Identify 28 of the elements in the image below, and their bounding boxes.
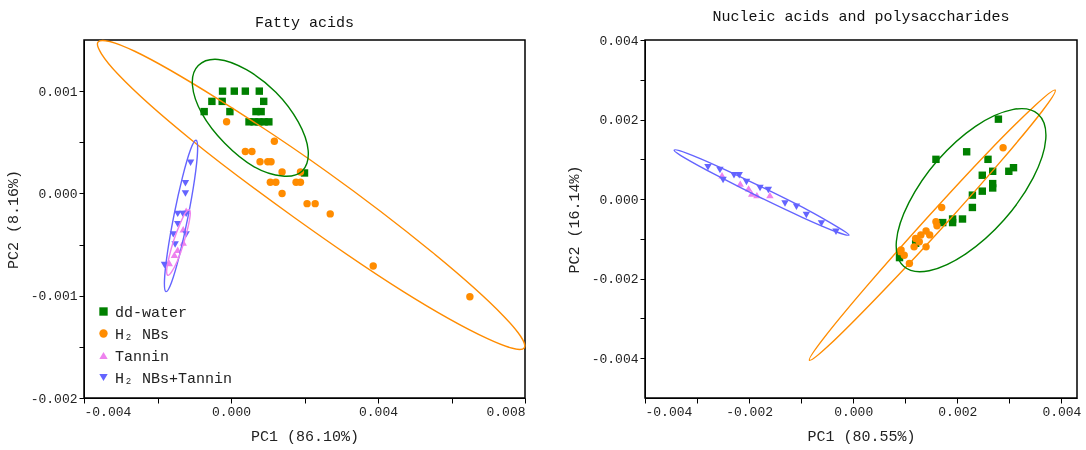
chart-title: Nucleic acids and polysaccharides	[712, 9, 1010, 26]
y-tick-label: -0.002	[30, 391, 78, 407]
y-tick-label: -0.002	[591, 272, 639, 288]
y-tick-label: -0.001	[30, 289, 78, 305]
y-tick-label: 0.004	[599, 33, 639, 49]
y-tick-label: 0.000	[599, 192, 639, 208]
x-axis-title: PC1 (80.55%)	[807, 428, 916, 446]
x-tick-label: 0.002	[938, 404, 978, 420]
x-tick-label: -0.002	[726, 404, 773, 420]
legend-label: H₂ NBs	[115, 326, 170, 344]
legend-label: Tannin	[115, 348, 170, 366]
y-tick-label: 0.000	[38, 186, 78, 202]
x-tick-label: -0.004	[84, 404, 132, 420]
chart-title: Fatty acids	[254, 14, 355, 32]
x-tick-label: 0.008	[486, 404, 526, 420]
legend-label: dd-water	[115, 304, 188, 322]
y-tick-label: -0.004	[591, 351, 639, 367]
legend-label: H₂ NBs+Tannin	[115, 370, 233, 388]
x-tick-label: -0.004	[645, 404, 693, 420]
x-tick-label: 0.004	[1042, 404, 1082, 420]
x-axis-title: PC1 (86.10%)	[250, 428, 360, 446]
x-tick-label: 0.000	[211, 404, 252, 420]
x-tick-label: 0.004	[358, 404, 399, 420]
y-axis-title: PC2 (16.14%)	[566, 165, 584, 274]
y-axis-title: PC2 (8.16%)	[5, 169, 23, 270]
y-tick-label: 0.001	[38, 84, 78, 100]
x-tick-label: 0.000	[834, 404, 874, 420]
y-tick-label: 0.002	[599, 113, 639, 129]
